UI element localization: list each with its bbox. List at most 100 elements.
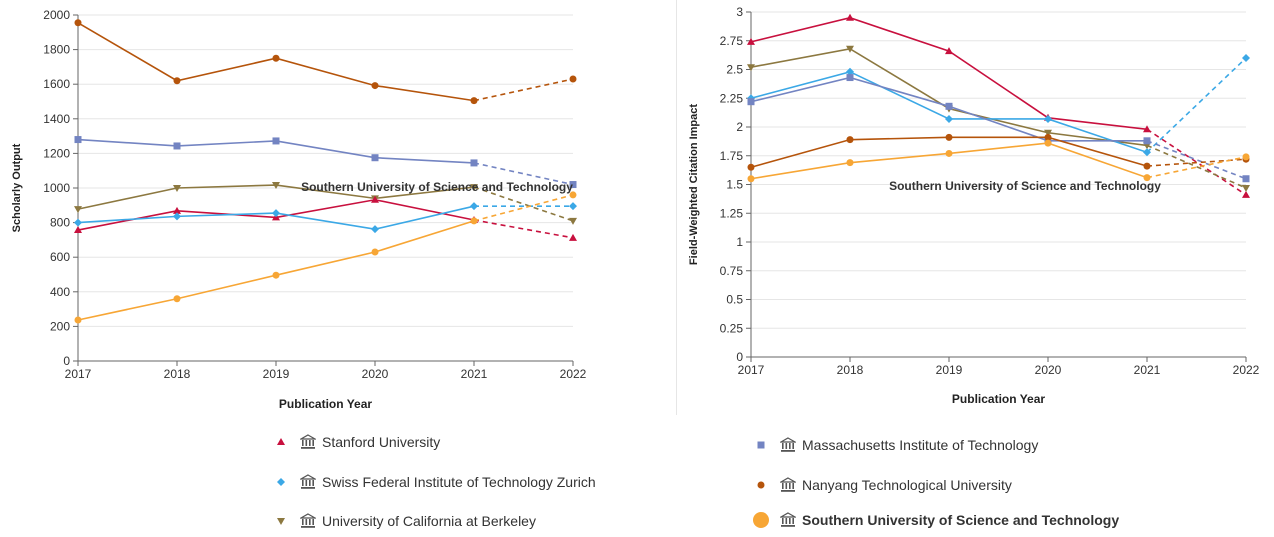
data-point <box>272 137 280 145</box>
data-point <box>470 159 478 167</box>
data-point <box>1143 125 1151 133</box>
square-marker-icon <box>750 439 772 451</box>
institution-icon <box>300 474 316 490</box>
legend-item-eth-zurich[interactable]: Swiss Federal Institute of Technology Zu… <box>270 474 596 490</box>
data-point <box>470 217 478 225</box>
fwci-chart: 0 0.25 0.5 0.75 1 1.25 1.5 1.75 2 2.25 2.5 2.75 3 201… <box>688 5 1260 406</box>
y-tick-label: 1 <box>736 235 743 249</box>
data-point <box>1143 148 1151 157</box>
data-point <box>747 175 755 183</box>
y-tick-label: 1.5 <box>726 178 743 192</box>
y-axis-title: Field-Weighted Citation Impact <box>688 104 700 265</box>
x-tick-label: 2017 <box>65 367 92 381</box>
series-line-projected <box>473 219 574 239</box>
y-axis-ticks: 0 0.25 0.5 0.75 1 1.25 1.5 1.75 2 2.25 2.5 2.75 3 <box>720 5 751 364</box>
scholarly-output-chart: 0 200 400 600 800 1000 1200 1400 1600 1800 2000 201… <box>11 8 587 411</box>
series-massachusetts-institute-of-technology <box>74 136 577 189</box>
x-axis-ticks: 2017 2018 2019 2020 2021 2022 <box>65 361 587 381</box>
series-massachusetts-institute-of-technology <box>747 74 1250 183</box>
x-tick-label: 2022 <box>560 367 587 381</box>
data-point <box>74 316 82 324</box>
data-point <box>569 75 577 83</box>
legend-item-nanyang[interactable]: Nanyang Technological University <box>750 477 1012 493</box>
legend-label: Swiss Federal Institute of Technology Zu… <box>322 474 596 490</box>
legend-item-berkeley[interactable]: University of California at Berkeley <box>270 513 536 529</box>
diamond-marker-icon <box>270 476 292 488</box>
data-point <box>272 54 280 62</box>
data-point <box>846 159 854 167</box>
y-tick-label: 2 <box>736 120 743 134</box>
data-point <box>272 209 280 218</box>
x-tick-label: 2021 <box>1134 363 1161 377</box>
y-tick-label: 1000 <box>43 181 70 195</box>
series-line-projected <box>1146 144 1247 189</box>
series-line-projected <box>1146 156 1247 179</box>
y-tick-label: 0 <box>736 350 743 364</box>
legend-label: Nanyang Technological University <box>802 477 1012 493</box>
data-point <box>371 225 379 234</box>
data-point <box>747 163 755 171</box>
y-tick-label: 1200 <box>43 146 70 160</box>
y-tick-label: 800 <box>50 216 70 230</box>
chart-annotation: Southern University of Science and Techn… <box>301 180 573 194</box>
data-point <box>74 206 82 214</box>
series-line-projected <box>473 162 574 186</box>
legend-item-stanford[interactable]: Stanford University <box>270 434 440 450</box>
x-tick-label: 2017 <box>738 363 765 377</box>
data-point <box>371 82 379 90</box>
data-point <box>470 202 478 211</box>
data-point <box>569 233 577 241</box>
data-point <box>1044 114 1052 123</box>
data-point <box>1242 190 1250 198</box>
data-point <box>1044 129 1052 137</box>
data-point <box>945 47 953 55</box>
series-nanyang-technological-university <box>747 133 1250 171</box>
y-tick-label: 600 <box>50 250 70 264</box>
x-tick-label: 2018 <box>164 367 191 381</box>
y-tick-label: 1600 <box>43 77 70 91</box>
y-tick-label: 1800 <box>43 43 70 57</box>
institution-icon <box>780 477 796 493</box>
data-point <box>74 218 82 227</box>
y-tick-label: 1400 <box>43 112 70 126</box>
x-tick-label: 2022 <box>1233 363 1260 377</box>
series-nanyang-technological-university <box>74 19 577 105</box>
data-point <box>74 136 82 144</box>
data-point <box>173 142 181 150</box>
y-tick-label: 2.75 <box>720 34 744 48</box>
series-southern-university-of-science-and-technology <box>747 139 1250 183</box>
y-tick-label: 1.25 <box>720 206 744 220</box>
legend-item-sustech[interactable]: Southern University of Science and Techn… <box>750 511 1119 529</box>
y-tick-label: 1.75 <box>720 149 744 163</box>
y-axis-title: Scholarly Output <box>11 143 23 232</box>
data-point <box>747 98 755 106</box>
data-point <box>74 19 82 27</box>
y-tick-label: 2.25 <box>720 91 744 105</box>
data-point <box>945 149 953 157</box>
triangle-down-marker-icon <box>270 515 292 527</box>
data-point <box>1242 184 1250 192</box>
series-line <box>750 47 1148 147</box>
x-tick-label: 2020 <box>1035 363 1062 377</box>
y-tick-label: 0.75 <box>720 264 744 278</box>
data-point <box>1143 162 1151 170</box>
data-point <box>1044 133 1052 141</box>
x-tick-label: 2018 <box>837 363 864 377</box>
large-circle-marker-icon <box>750 511 772 529</box>
triangle-up-marker-icon <box>270 436 292 448</box>
data-point <box>173 295 181 303</box>
x-tick-label: 2019 <box>936 363 963 377</box>
data-point <box>945 133 953 141</box>
x-tick-label: 2021 <box>461 367 488 381</box>
y-axis-ticks: 0 200 400 600 800 1000 1200 1400 1600 1800 2000 <box>43 8 78 368</box>
series-university-of-california-at-berkeley <box>74 182 577 225</box>
data-point <box>371 154 379 162</box>
y-tick-label: 2.5 <box>726 63 743 77</box>
y-tick-label: 0 <box>63 354 70 368</box>
legend-item-mit[interactable]: Massachusetts Institute of Technology <box>750 437 1038 453</box>
data-point <box>1143 174 1151 182</box>
data-point <box>371 248 379 256</box>
series-stanford-university <box>747 13 1250 198</box>
data-point <box>1242 175 1250 183</box>
data-point <box>1242 54 1250 62</box>
